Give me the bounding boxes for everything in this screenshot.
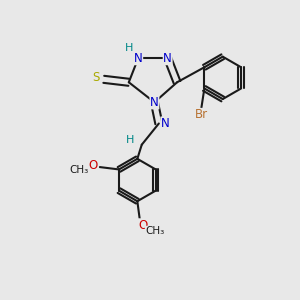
Text: N: N xyxy=(134,52,142,64)
Text: N: N xyxy=(163,52,172,64)
Text: CH₃: CH₃ xyxy=(69,165,88,175)
Text: O: O xyxy=(138,219,147,232)
Text: N: N xyxy=(150,96,159,109)
Text: Br: Br xyxy=(195,109,208,122)
Text: O: O xyxy=(89,159,98,172)
Text: CH₃: CH₃ xyxy=(146,226,165,236)
Text: H: H xyxy=(125,43,134,53)
Text: H: H xyxy=(126,135,134,145)
Text: S: S xyxy=(92,71,99,84)
Text: N: N xyxy=(161,117,170,130)
